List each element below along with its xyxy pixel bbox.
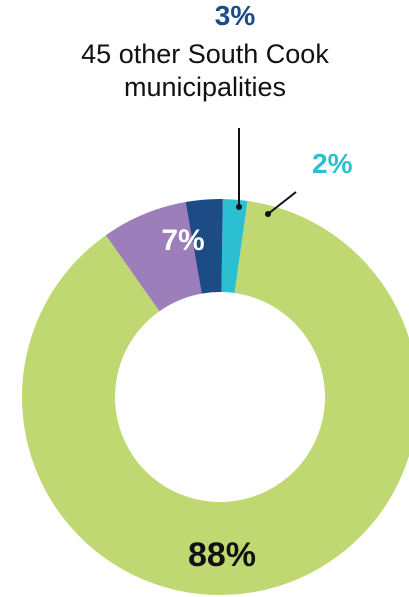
donut-slice-88	[22, 200, 409, 595]
slice-label-3: 3%	[214, 0, 256, 31]
slice-label-88: 88%	[188, 536, 256, 574]
leader-dot-other-municipalities	[236, 204, 242, 210]
leader-dot-two-percent	[265, 211, 271, 217]
slice-name-other-municipalities: 45 other South Cook municipalities	[81, 39, 329, 102]
donut-slice-3	[185, 199, 223, 294]
donut-slices	[22, 199, 409, 595]
leader-line-two-percent	[267, 191, 297, 215]
slice-label-2: 2%	[312, 148, 353, 179]
donut-slice-2	[221, 199, 248, 294]
slice-label-7: 7%	[161, 224, 204, 257]
donut-slice-7	[105, 202, 202, 312]
